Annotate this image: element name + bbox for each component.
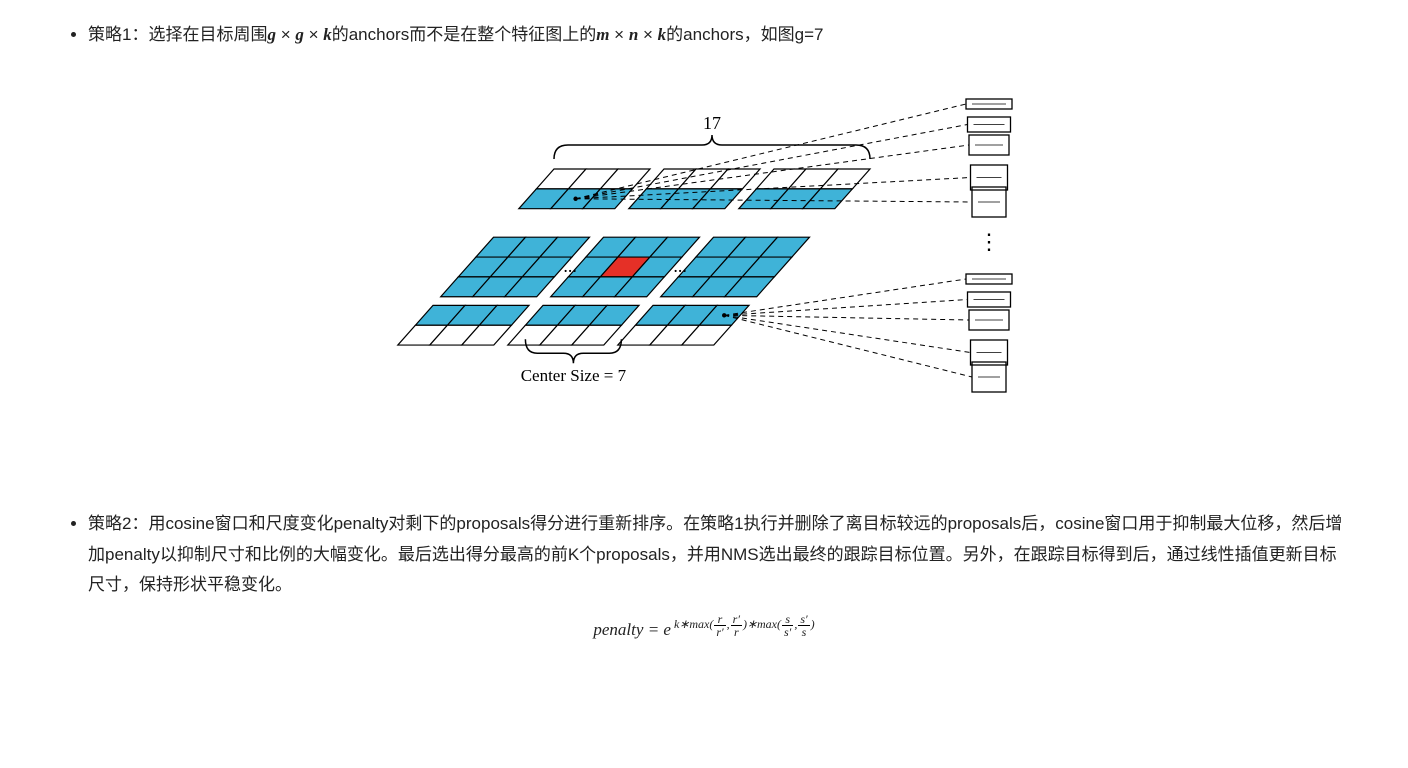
math-k1: k [323, 25, 332, 44]
formula-max1: max [689, 617, 709, 631]
math-k2: k [658, 25, 667, 44]
bullet-item-2: 策略2：用cosine窗口和尺度变化penalty对剩下的proposals得分… [88, 509, 1348, 601]
formula-base: e [663, 620, 671, 639]
anchor-figure: ...... 17 Center Size = 7 ⋮ [324, 79, 1084, 459]
math-m: m [596, 25, 609, 44]
frac-sp: s′ [782, 626, 793, 638]
frac-s2: s [798, 626, 809, 638]
frac-rp: r′ [714, 626, 725, 638]
frac-r2: r [731, 626, 742, 638]
formula-k: k [674, 617, 679, 631]
math-g1: g [267, 25, 276, 44]
bullet1-mid: 的anchors而不是在整个特征图上的 [332, 25, 596, 44]
svg-text:17: 17 [703, 113, 721, 133]
math-g2: g [295, 25, 304, 44]
formula-max2: max [757, 617, 777, 631]
figure-container: ...... 17 Center Size = 7 ⋮ [60, 79, 1348, 470]
bullet-item-1: 策略1：选择在目标周围g × g × k的anchors而不是在整个特征图上的m… [88, 20, 1348, 51]
svg-text:Center Size = 7: Center Size = 7 [521, 366, 627, 385]
svg-text:⋮: ⋮ [978, 229, 1000, 254]
svg-text:...: ... [563, 256, 577, 276]
penalty-formula: penalty = e k∗max(rr′,r′r)∗max(ss′,s′s) [60, 613, 1348, 646]
bullet1-suffix: 的anchors，如图g=7 [666, 25, 823, 44]
math-n: n [629, 25, 638, 44]
svg-text:...: ... [673, 256, 687, 276]
bullet1-prefix: 策略1：选择在目标周围 [88, 25, 267, 44]
bullet2-text: 策略2：用cosine窗口和尺度变化penalty对剩下的proposals得分… [88, 514, 1342, 594]
formula-lhs: penalty [593, 620, 643, 639]
